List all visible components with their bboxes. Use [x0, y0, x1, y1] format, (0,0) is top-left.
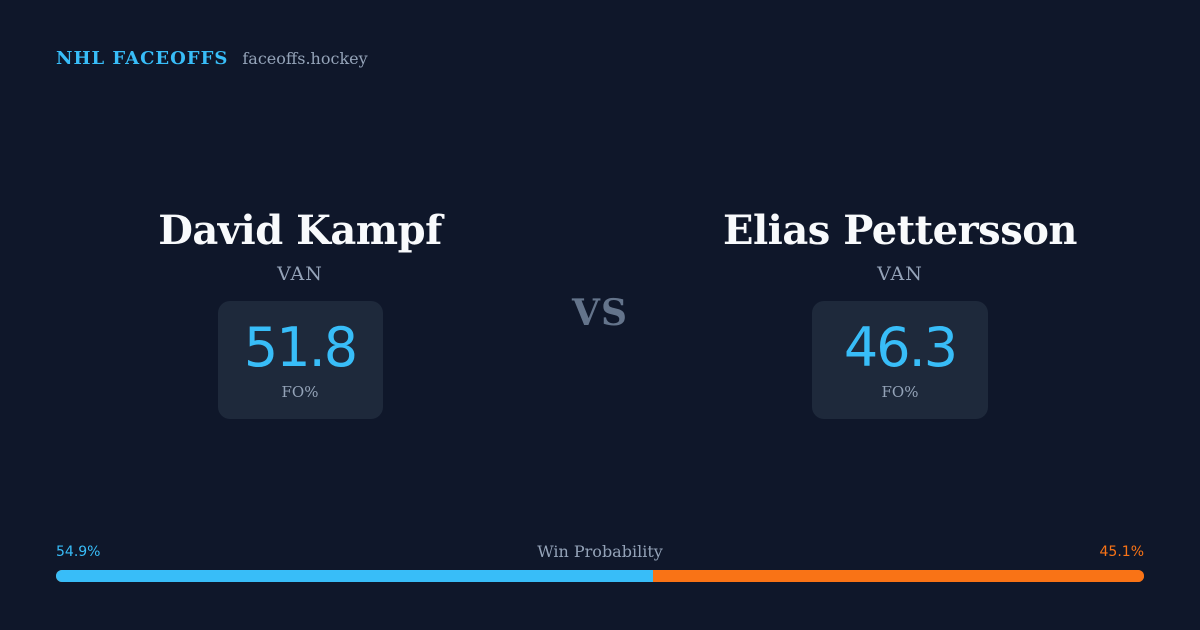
player-name: Elias Pettersson	[723, 207, 1077, 254]
stat-card: 51.8 FO%	[217, 301, 383, 419]
brand-name: NHL FACEOFFS	[56, 48, 229, 69]
win-probability-labels: 54.9% Win Probability 45.1%	[56, 542, 1144, 564]
versus-label: VS	[572, 292, 628, 334]
faceoff-percentage-value: 51.8	[243, 316, 358, 379]
win-probability-fill-right	[653, 570, 1144, 582]
faceoff-percentage-value: 46.3	[843, 316, 958, 379]
win-probability-title: Win Probability	[537, 542, 663, 561]
player-team: VAN	[877, 263, 923, 285]
faceoff-percentage-label: FO%	[281, 383, 319, 401]
win-probability-bar	[56, 570, 1144, 582]
stat-card: 46.3 FO%	[812, 301, 988, 419]
faceoff-percentage-label: FO%	[881, 383, 919, 401]
player-card-left: David Kampf VAN 51.8 FO%	[20, 205, 580, 419]
player-name: David Kampf	[158, 207, 442, 254]
brand-header: NHL FACEOFFS faceoffs.hockey	[56, 48, 368, 69]
win-probability-fill-left	[56, 570, 654, 582]
player-card-right: Elias Pettersson VAN 46.3 FO%	[620, 205, 1180, 419]
win-probability-left: 54.9%	[56, 544, 101, 560]
win-probability-right: 45.1%	[1099, 544, 1144, 560]
player-team: VAN	[277, 263, 323, 285]
brand-domain: faceoffs.hockey	[242, 49, 368, 68]
